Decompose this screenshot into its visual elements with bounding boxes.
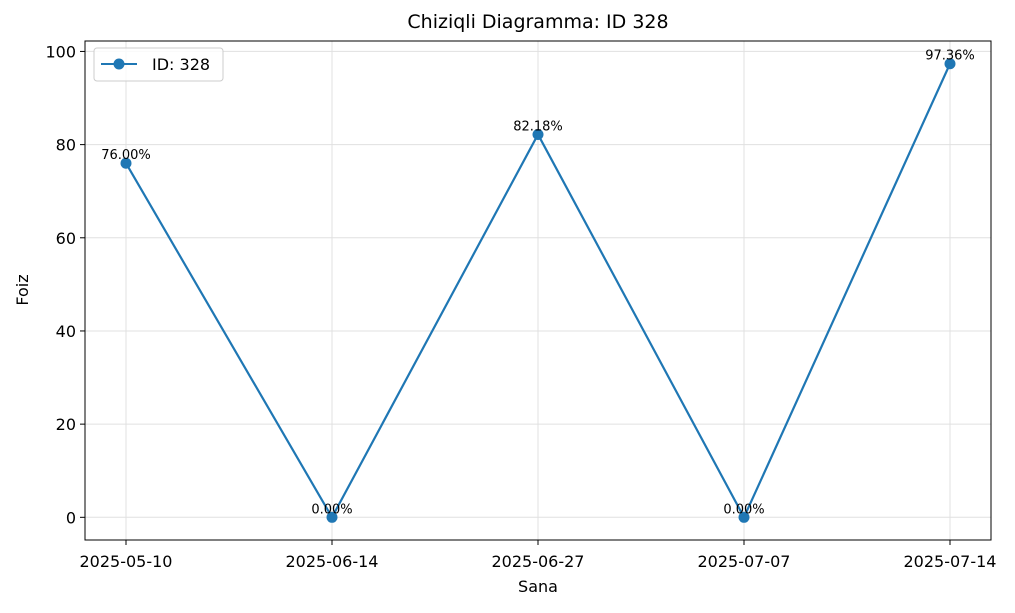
x-tick-label: 2025-05-10: [80, 552, 173, 571]
y-tick-label: 40: [56, 322, 76, 341]
legend-marker-swatch: [113, 58, 125, 70]
data-label: 97.36%: [925, 49, 975, 64]
y-tick-label: 60: [56, 229, 76, 248]
legend-box: [93, 47, 224, 82]
x-axis-label: Sana: [518, 577, 558, 596]
data-label: 76.00%: [101, 148, 151, 163]
legend: ID: 328: [93, 47, 224, 82]
data-label: 82.18%: [513, 119, 563, 134]
data-label: 0.00%: [723, 502, 764, 517]
chart-title: Chiziqli Diagramma: ID 328: [407, 11, 668, 33]
x-tick-label: 2025-07-07: [698, 552, 791, 571]
data-label: 0.00%: [311, 502, 352, 517]
y-axis-label: Foiz: [13, 274, 32, 305]
data-point: [326, 511, 338, 523]
grid-layer: [85, 41, 991, 540]
data-point: [944, 58, 956, 70]
series-layer: 76.00% 0.00% 82.18% 0.00% 97.36%: [101, 49, 975, 523]
data-point: [738, 511, 750, 523]
data-point: [532, 128, 544, 140]
x-tick-label: 2025-06-14: [286, 552, 379, 571]
y-tick-label: 20: [56, 415, 76, 434]
x-tick-label: 2025-06-27: [492, 552, 585, 571]
y-tick-label: 80: [56, 136, 76, 155]
y-tick-label: 0: [66, 508, 76, 527]
y-tick-label: 100: [45, 42, 76, 61]
axis-layer: 0 20 40 60 80 100 2025-05-10 2025-06-14 2025-06-…: [45, 42, 996, 571]
x-tick-label: 2025-07-14: [904, 552, 997, 571]
legend-label: ID: 328: [152, 55, 210, 74]
data-point: [120, 157, 132, 169]
